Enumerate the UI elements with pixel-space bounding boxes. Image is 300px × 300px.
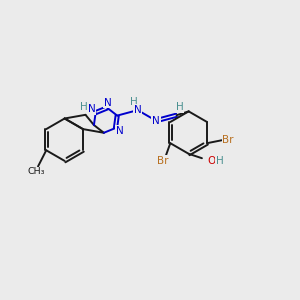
Text: N: N bbox=[152, 116, 160, 126]
Text: CH₃: CH₃ bbox=[28, 167, 45, 176]
Text: N: N bbox=[116, 126, 124, 136]
Text: H: H bbox=[216, 156, 224, 166]
Text: Br: Br bbox=[223, 135, 234, 145]
Text: N: N bbox=[104, 98, 112, 108]
Text: Br: Br bbox=[157, 156, 169, 166]
Text: H: H bbox=[80, 102, 88, 112]
Text: N: N bbox=[88, 104, 95, 114]
Text: N: N bbox=[134, 105, 142, 115]
Text: H: H bbox=[130, 97, 138, 107]
Text: H: H bbox=[176, 102, 183, 112]
Text: O: O bbox=[207, 156, 215, 166]
